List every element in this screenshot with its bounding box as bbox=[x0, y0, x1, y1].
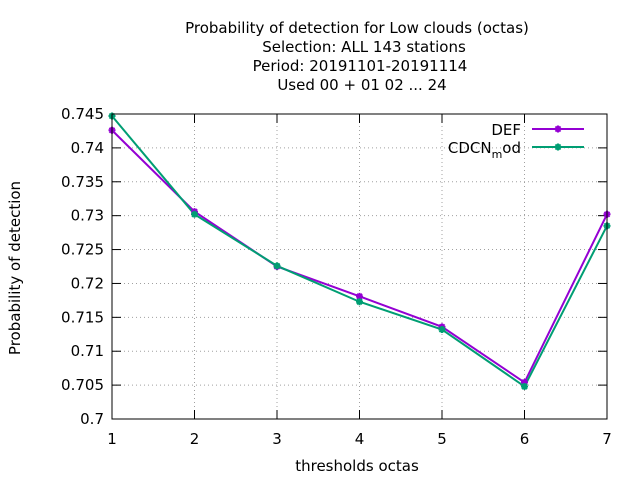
x-tick-label: 7 bbox=[602, 430, 612, 448]
legend-marker-cdcnmod bbox=[554, 143, 562, 151]
title-line-4: Used 00 + 01 02 ... 24 bbox=[277, 76, 446, 94]
data-point bbox=[273, 262, 281, 270]
x-tick-label: 3 bbox=[272, 430, 282, 448]
y-tick-label: 0.705 bbox=[61, 376, 104, 394]
y-tick-label: 0.725 bbox=[61, 241, 104, 259]
x-tick-label: 5 bbox=[437, 430, 447, 448]
x-tick-label: 6 bbox=[520, 430, 530, 448]
legend-cdcn-part: CDCN bbox=[448, 139, 492, 157]
plot-border bbox=[111, 113, 608, 420]
y-tick-label: 0.74 bbox=[71, 139, 104, 157]
grid bbox=[112, 114, 607, 419]
y-tick-label: 0.72 bbox=[71, 274, 104, 292]
title-line-2: Selection: ALL 143 stations bbox=[262, 38, 466, 56]
data-point bbox=[191, 210, 198, 218]
legend-marker-def bbox=[554, 125, 562, 133]
y-tick-label: 0.745 bbox=[61, 105, 104, 123]
data-point bbox=[356, 298, 363, 306]
data-point bbox=[356, 292, 363, 300]
x-tick-labels: 1 2 3 4 5 6 7 bbox=[107, 430, 612, 448]
title-line-3: Period: 20191101-20191114 bbox=[253, 57, 468, 75]
data-point bbox=[438, 326, 446, 334]
title-line-1: Probability of detection for Low clouds … bbox=[185, 19, 529, 37]
data-point bbox=[521, 378, 528, 386]
y-tick-label: 0.735 bbox=[61, 173, 104, 191]
x-tick-label: 2 bbox=[190, 430, 200, 448]
legend-label-cdcnmod: CDCNmod bbox=[448, 139, 521, 161]
chart-title: Probability of detection for Low clouds … bbox=[185, 19, 529, 94]
y-tick-label: 0.73 bbox=[71, 207, 104, 225]
legend: DEF CDCNmod bbox=[448, 121, 584, 161]
y-tick-label: 0.7 bbox=[80, 410, 104, 428]
series-lines bbox=[111, 115, 608, 388]
x-axis-label: thresholds octas bbox=[295, 457, 419, 475]
y-tick-labels: 0.7 0.705 0.71 0.715 0.72 0.725 0.73 0.735 0.74 0… bbox=[61, 105, 104, 428]
legend-subscript-part: m bbox=[492, 148, 503, 161]
series-line-1 bbox=[111, 115, 608, 388]
data-point bbox=[521, 382, 528, 390]
legend-od-part: od bbox=[502, 139, 521, 157]
x-tick-label: 1 bbox=[107, 430, 117, 448]
y-tick-label: 0.71 bbox=[71, 342, 104, 360]
x-tick-label: 4 bbox=[355, 430, 365, 448]
y-axis-label: Probability of detection bbox=[6, 181, 24, 355]
series-line-0 bbox=[111, 129, 608, 384]
y-tick-label: 0.715 bbox=[61, 308, 104, 326]
legend-label-def: DEF bbox=[491, 121, 521, 139]
